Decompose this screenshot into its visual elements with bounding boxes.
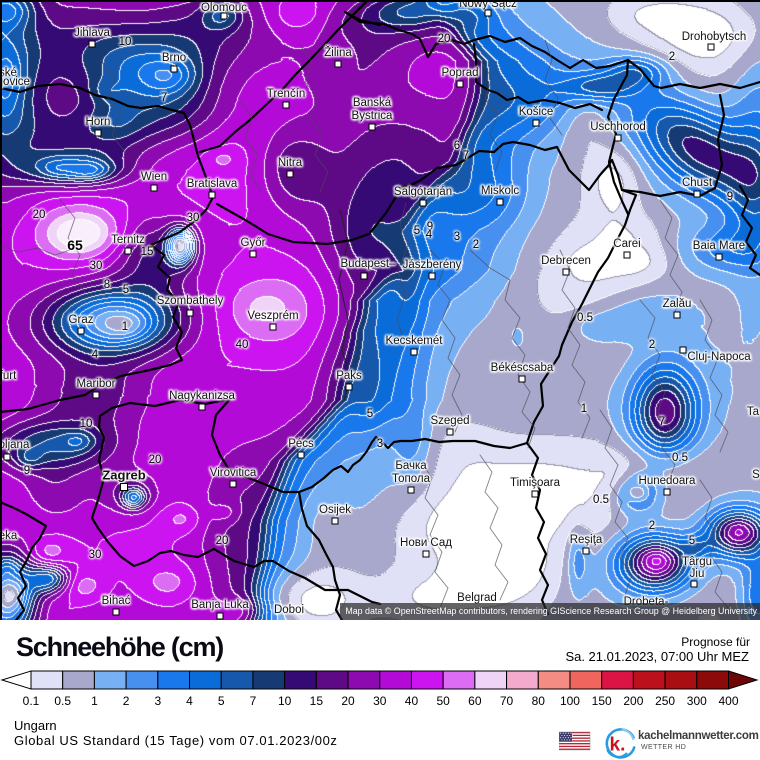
svg-text:150: 150 (592, 694, 612, 708)
svg-text:1: 1 (91, 694, 98, 708)
svg-text:60: 60 (468, 694, 482, 708)
svg-text:200: 200 (623, 694, 643, 708)
svg-text:0.5: 0.5 (54, 694, 71, 708)
svg-text:10: 10 (278, 694, 292, 708)
svg-text:k.: k. (610, 735, 626, 756)
svg-text:2: 2 (123, 694, 130, 708)
svg-text:20: 20 (341, 694, 355, 708)
svg-text:7: 7 (250, 694, 257, 708)
svg-text:4: 4 (186, 694, 193, 708)
svg-text:80: 80 (532, 694, 546, 708)
svg-text:50: 50 (436, 694, 450, 708)
svg-text:15: 15 (310, 694, 324, 708)
svg-text:0.1: 0.1 (23, 694, 40, 708)
svg-text:70: 70 (500, 694, 514, 708)
svg-text:3: 3 (154, 694, 161, 708)
svg-text:300: 300 (687, 694, 707, 708)
svg-text:30: 30 (373, 694, 387, 708)
svg-text:250: 250 (655, 694, 675, 708)
svg-text:400: 400 (718, 694, 738, 708)
svg-text:40: 40 (405, 694, 419, 708)
svg-text:5: 5 (218, 694, 225, 708)
svg-text:100: 100 (560, 694, 580, 708)
